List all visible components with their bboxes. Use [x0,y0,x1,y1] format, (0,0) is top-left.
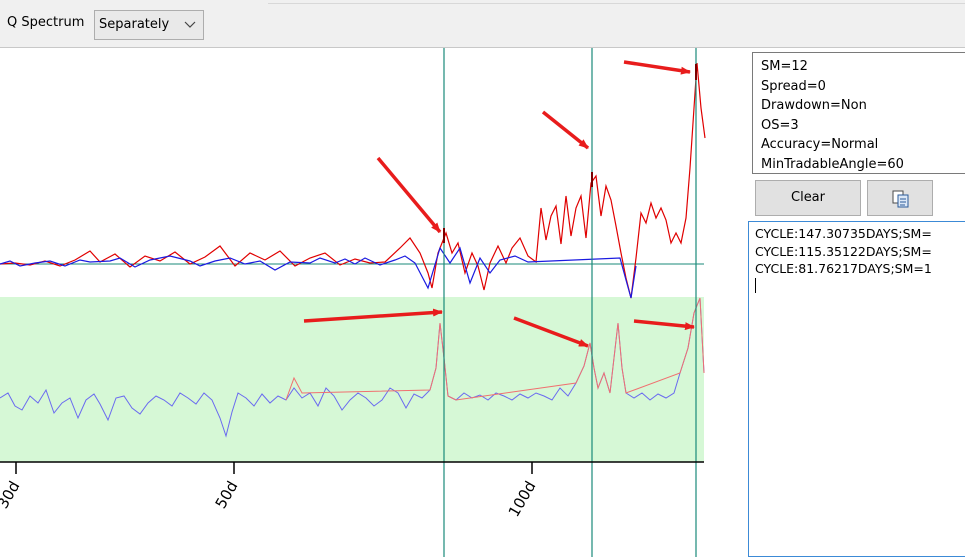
cycle-markers [443,48,697,557]
text-cursor [755,277,965,298]
x-axis-tick-label: 30d [0,478,23,512]
annotation-arrow [376,156,442,234]
annotation-arrow [623,60,691,75]
annotation-arrow [303,308,443,323]
parameters-panel: SM=12 Spread=0 Drawdown=Non OS=3 Accurac… [752,52,965,174]
annotation-arrows [303,60,695,348]
param-spread: Spread=0 [761,78,826,94]
upper-series-dips [0,246,637,299]
lower-series-peaks [285,297,705,401]
clear-button[interactable]: Clear [755,180,861,216]
param-min-tradable-angle: MinTradableAngle=60 [761,156,904,172]
toolbar: Q Spectrum Separately [0,0,965,48]
x-axis: 30d 50d 100d [0,461,704,520]
cycle-output-line: CYCLE:81.76217DAYS;SM=1 [755,261,932,276]
copy-icon [892,190,909,208]
x-axis-tick-label: 50d [212,478,242,512]
cycle-output-line: CYCLE:115.35122DAYS;SM= [755,243,932,259]
annotation-arrow [541,110,590,150]
param-accuracy: Accuracy=Normal [761,137,879,152]
upper-series-line [0,62,706,299]
upper-series [0,62,706,299]
spectrum-chart[interactable]: 30d 50d 100d [0,48,745,557]
spectrum-mode-dropdown[interactable]: Separately [94,10,204,40]
lower-series [0,297,705,438]
q-spectrum-label: Q Spectrum [7,15,85,30]
cycle-output-line: CYCLE:147.30735DAYS;SM= [755,226,932,241]
x-axis-tick-label: 100d [505,478,540,520]
param-os: OS=3 [761,117,799,133]
spectrum-mode-value: Separately [99,17,170,32]
copy-button[interactable] [867,180,933,216]
lower-panel-background [0,297,704,462]
annotation-arrow [633,319,695,331]
chevron-down-icon [184,21,196,28]
toolbar-top-border [268,3,965,4]
param-sm: SM=12 [761,59,808,74]
param-drawdown: Drawdown=Non [761,98,867,113]
cycle-output-textarea[interactable]: CYCLE:147.30735DAYS;SM= CYCLE:115.35122D… [748,221,965,557]
annotation-arrow [513,316,589,348]
